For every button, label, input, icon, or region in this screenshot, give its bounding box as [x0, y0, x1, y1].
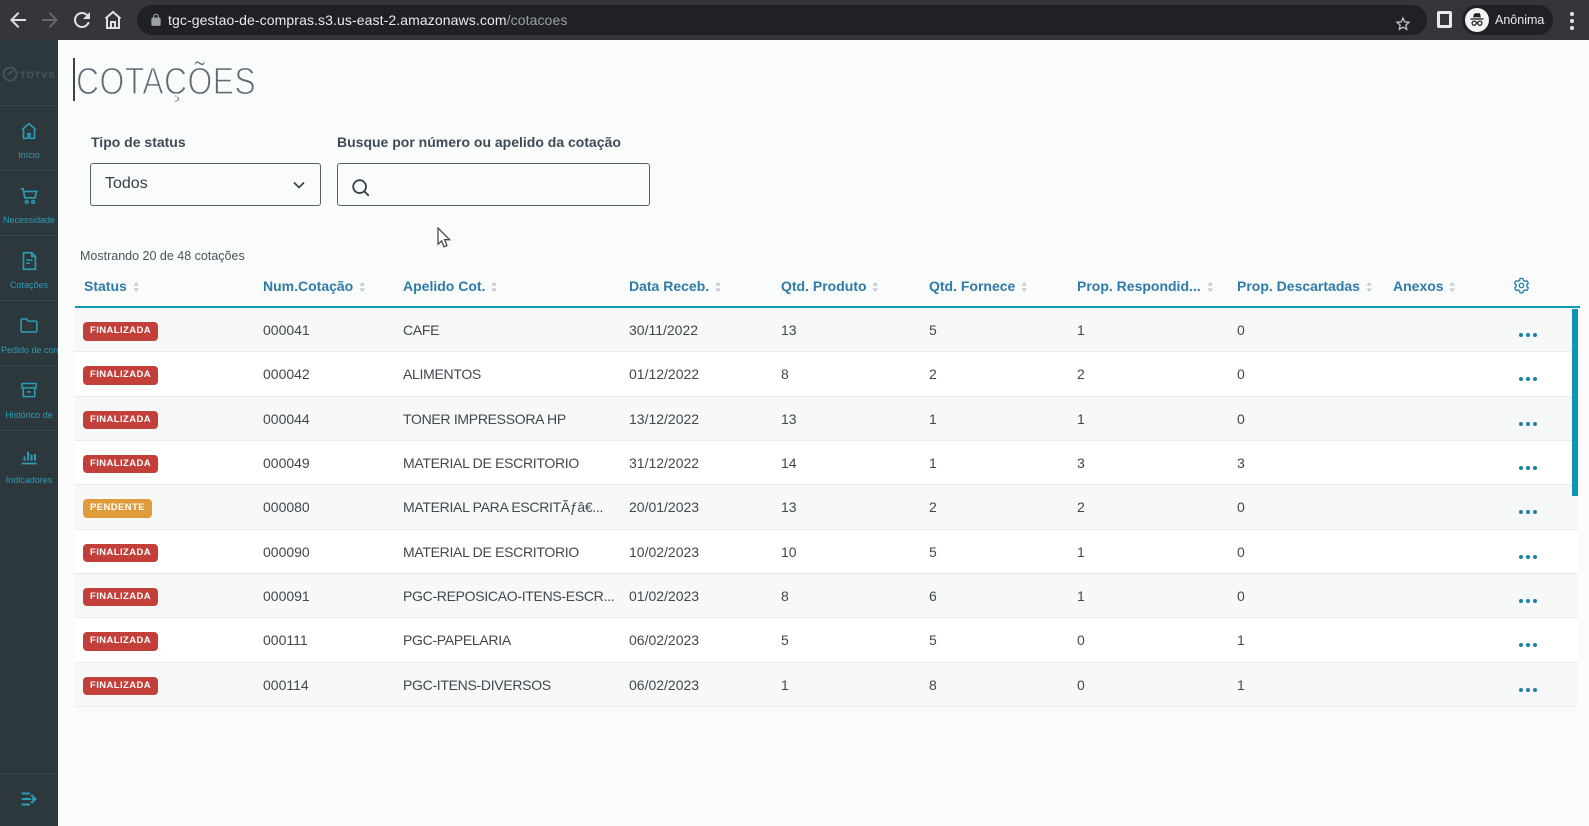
svg-text:TOTVS: TOTVS: [20, 70, 56, 81]
